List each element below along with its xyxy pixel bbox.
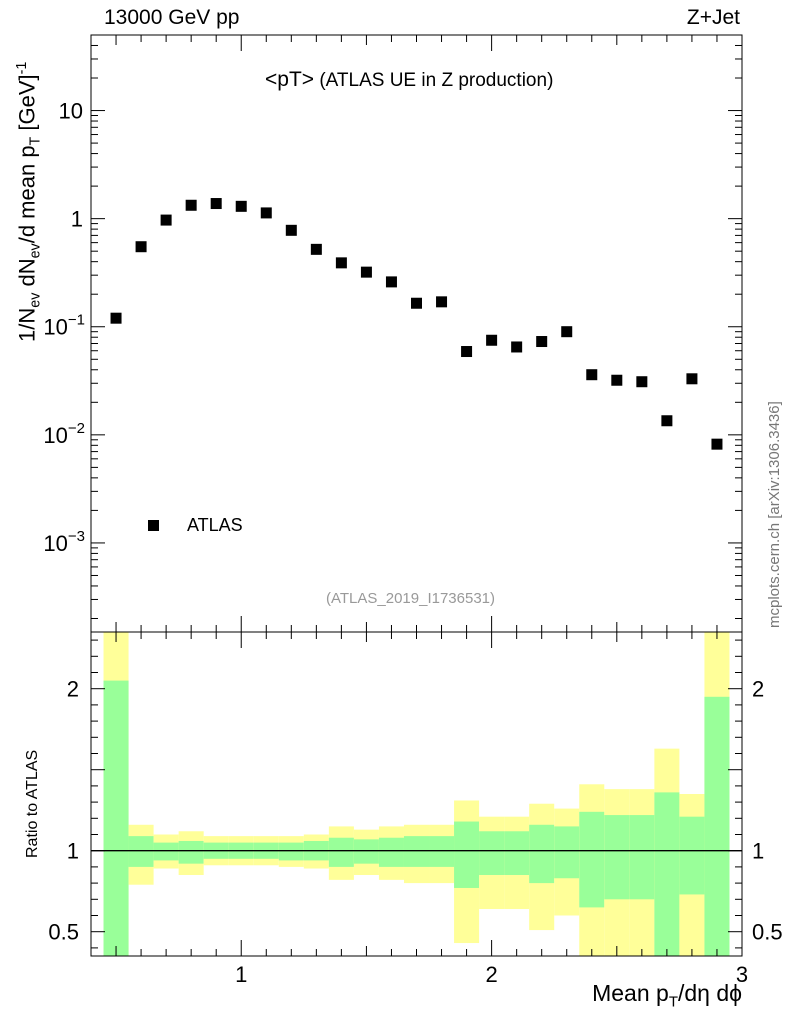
ratio-band-inner xyxy=(328,837,354,867)
energy-label: 13000 GeV pp xyxy=(104,6,240,29)
ratio-band-inner xyxy=(529,824,555,884)
x-tick-label: 1 xyxy=(235,962,247,987)
ratio-band-inner xyxy=(679,816,705,895)
data-point xyxy=(310,243,322,255)
legend-label: ATLAS xyxy=(187,515,243,535)
data-point xyxy=(235,200,247,212)
ratio-y-tick-label-left: 1 xyxy=(67,839,79,864)
data-point xyxy=(686,373,698,385)
data-point xyxy=(335,257,347,269)
ratio-band-inner xyxy=(178,840,204,864)
data-point xyxy=(611,374,623,386)
ratio-band-inner xyxy=(128,836,154,867)
data-point xyxy=(561,326,573,338)
data-point xyxy=(711,438,723,450)
data-point xyxy=(536,336,548,348)
ratio-band-inner xyxy=(454,821,480,888)
data-point xyxy=(135,241,147,253)
ratio-band-inner xyxy=(353,839,379,864)
ratio-band-inner xyxy=(403,836,430,867)
data-point xyxy=(636,376,648,388)
ratio-bands xyxy=(91,632,742,956)
data-point xyxy=(110,312,122,324)
x-tick-label: 3 xyxy=(736,962,748,987)
data-point xyxy=(661,415,673,427)
data-point xyxy=(385,276,397,288)
axis-ticks xyxy=(90,34,743,956)
ratio-band-inner xyxy=(504,831,530,875)
main-y-tick-label: 10−2 xyxy=(43,420,85,448)
data-point xyxy=(285,224,297,236)
data-point xyxy=(586,369,598,381)
legend-marker xyxy=(148,520,159,531)
ratio-y-axis-label: Ratio to ATLAS xyxy=(24,749,41,858)
ratio-band-inner xyxy=(103,680,129,956)
ratio-y-tick-label-right: 0.5 xyxy=(752,920,783,945)
data-point xyxy=(160,214,172,226)
subtitle-analysis: (ATLAS UE in Z production) xyxy=(314,70,554,91)
ratio-y-tick-label-left: 2 xyxy=(67,677,79,702)
x-tick-label: 2 xyxy=(485,962,497,987)
main-y-tick-label: 10−3 xyxy=(43,528,85,556)
data-point xyxy=(260,207,272,219)
ratio-band-inner xyxy=(153,842,179,861)
ratio-band-inner xyxy=(378,837,404,867)
main-y-tick-label: 10−1 xyxy=(43,312,85,340)
ratio-band-inner xyxy=(704,696,730,956)
ratio-band-inner xyxy=(429,836,455,867)
data-point xyxy=(511,341,523,353)
legend-marker-atlas xyxy=(148,520,159,531)
ratio-y-tick-label-right: 1 xyxy=(752,839,764,864)
ratio-band-inner xyxy=(654,792,680,956)
data-point xyxy=(210,198,222,210)
data-point xyxy=(185,199,197,211)
analysis-reference: (ATLAS_2019_I1736531) xyxy=(326,590,496,607)
process-label: Z+Jet xyxy=(686,6,740,29)
ratio-band-inner xyxy=(629,815,655,900)
ratio-band-inner xyxy=(604,815,630,900)
main-y-axis-label: 1/Nev dNev/d mean pT [GeV]-1 xyxy=(14,61,44,342)
ratio-y-tick-label-right: 2 xyxy=(752,677,764,702)
x-axis-label: Mean pT/dη dϕ xyxy=(592,980,742,1011)
data-point xyxy=(486,334,498,346)
main-y-tick-label: 10 xyxy=(59,99,83,124)
main-frame xyxy=(90,34,743,633)
data-point xyxy=(461,346,473,358)
data-point xyxy=(436,296,448,308)
ratio-y-tick-label-left: 0.5 xyxy=(48,920,79,945)
ratio-band-inner xyxy=(554,826,580,879)
plot-subtitle: <pT> (ATLAS UE in Z production) xyxy=(265,68,553,92)
source-watermark: mcplots.cern.ch [arXiv:1306.3436] xyxy=(766,401,783,628)
tick-labels: 10 1 10−1 10−2 10−3 2 2 1 1 0.5 0.5 1 2 3 xyxy=(43,99,782,987)
main-y-tick-label: 1 xyxy=(71,207,83,232)
ratio-band-inner xyxy=(579,811,605,908)
data-points xyxy=(110,198,723,450)
subtitle-observable: <pT> xyxy=(265,68,315,91)
ratio-band-inner xyxy=(278,842,304,861)
data-point xyxy=(411,297,422,309)
ratio-band-inner xyxy=(479,831,505,875)
data-point xyxy=(360,266,372,278)
